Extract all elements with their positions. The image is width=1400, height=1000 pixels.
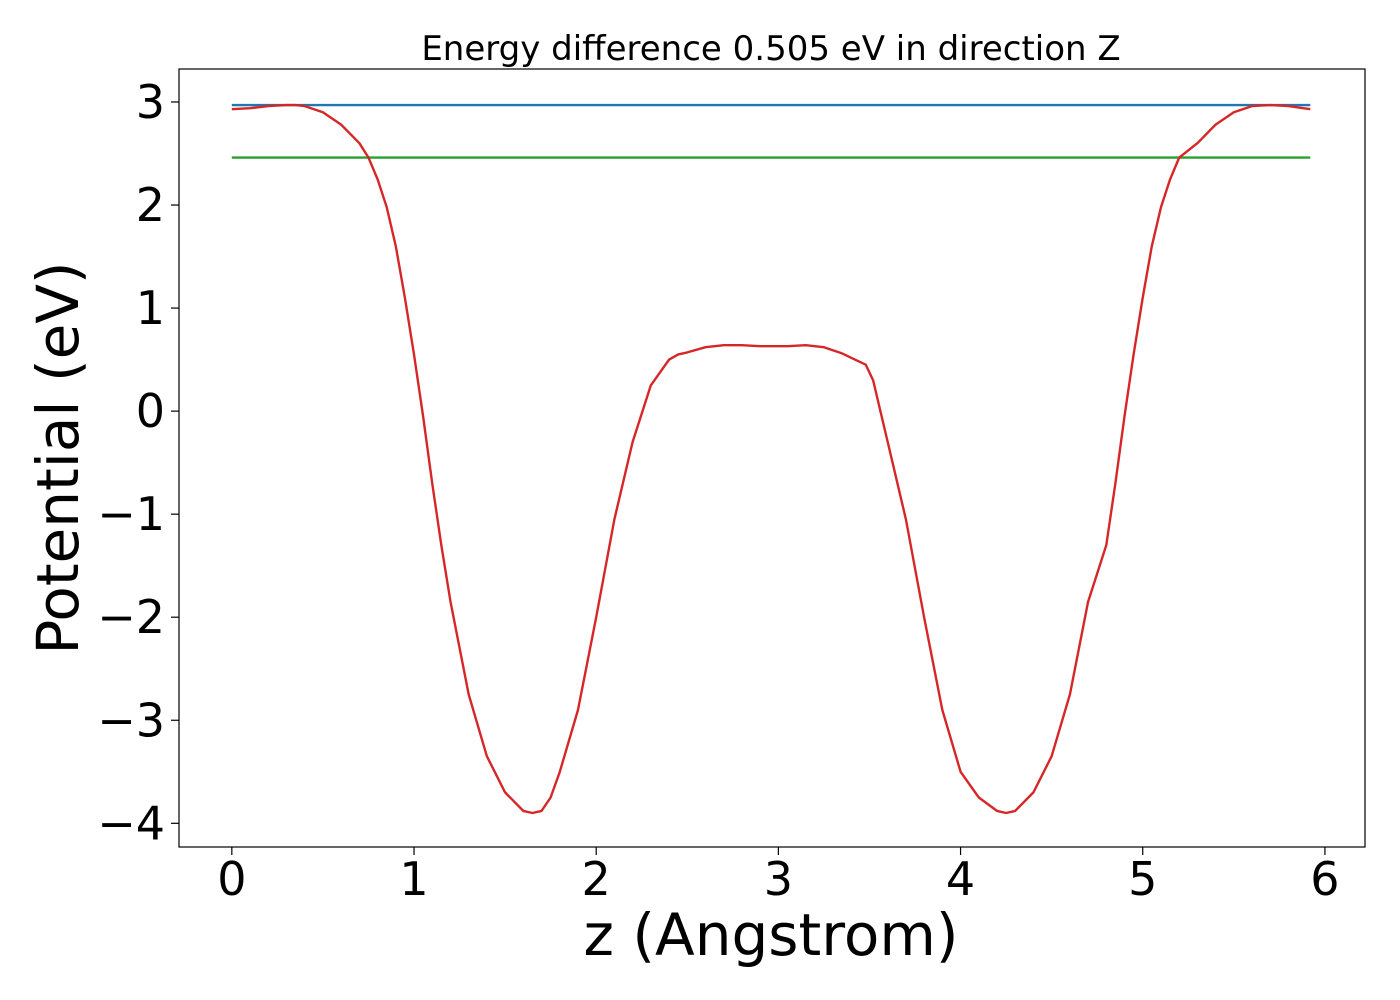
x-tick-label: 2 — [582, 852, 611, 906]
chart-title: Energy difference 0.505 eV in direction … — [421, 29, 1120, 69]
y-tick-label: 2 — [136, 178, 165, 232]
x-tick-label: 4 — [946, 852, 975, 906]
x-axis-label: z (Angstrom) — [584, 901, 959, 969]
x-tick-label: 0 — [217, 852, 246, 906]
y-axis-label: Potential (eV) — [24, 261, 92, 654]
y-tick-label: 1 — [136, 281, 165, 335]
x-tick-label: 6 — [1310, 852, 1339, 906]
y-tick-label: −4 — [97, 796, 165, 850]
y-tick-label: −3 — [97, 693, 165, 747]
y-tick-label: 3 — [136, 75, 165, 129]
series-line-2 — [231, 103, 1311, 815]
x-tick-label: 3 — [764, 852, 793, 906]
y-tick-label: 0 — [136, 384, 165, 438]
x-tick-label: 5 — [1128, 852, 1157, 906]
x-tick-label: 1 — [399, 852, 428, 906]
y-tick-label: −2 — [97, 590, 165, 644]
plot-frame — [178, 68, 1366, 848]
x-axis: 0 1 2 3 4 5 6 — [217, 847, 1340, 906]
y-tick-label: −1 — [97, 487, 165, 541]
y-axis: 3 2 1 0 −1 −2 −3 −4 — [97, 75, 179, 850]
plot-lines — [231, 103, 1311, 815]
